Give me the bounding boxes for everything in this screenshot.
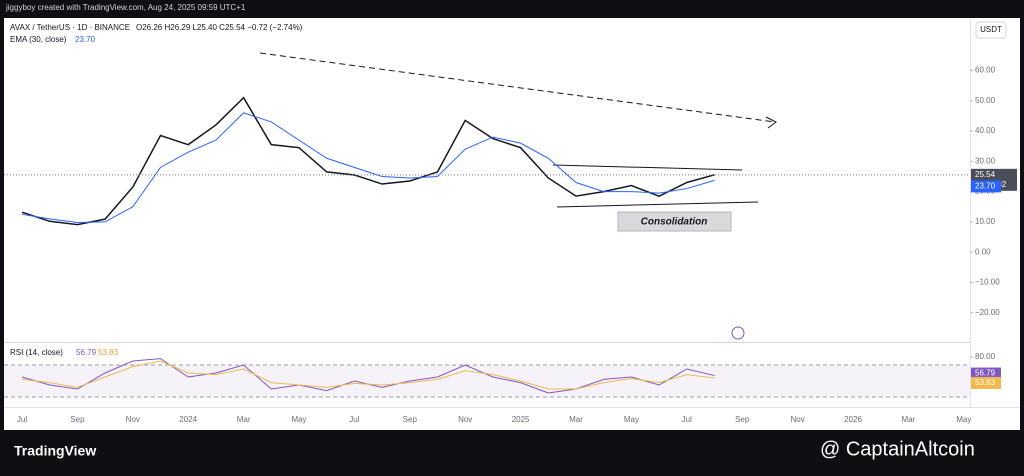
x-tick-label: Nov (458, 415, 472, 424)
last-value-box (971, 180, 1001, 193)
last-value-label: 56.79 (975, 369, 996, 378)
last-value-box (971, 376, 1001, 389)
series-line (21, 112, 715, 223)
ema-legend-value: 23.70 (75, 35, 96, 44)
x-tick-label: Sep (403, 415, 418, 424)
events-icon[interactable] (731, 326, 745, 340)
currency-box (975, 21, 1007, 39)
x-tick-label: 2026 (844, 415, 862, 424)
x-tick-label: Nov (790, 415, 804, 424)
last-value-label: 53.83 (975, 378, 996, 387)
x-tick-label: 2025 (512, 415, 530, 424)
y-tick-label: 0.00 (975, 247, 991, 256)
resistance-trendline (259, 52, 776, 123)
x-tick-label: May (956, 415, 971, 424)
rsi-legend: RSI (14, close) (10, 348, 63, 357)
x-tick-label: 2024 (179, 415, 197, 424)
x-tick-label: Mar (902, 415, 916, 424)
x-tick-label: May (624, 415, 639, 424)
x-tick-label: Nov (126, 415, 140, 424)
consolidation-top (552, 164, 743, 171)
y-tick-label: −20.00 (975, 308, 1000, 317)
y-tick-label: 40.00 (975, 126, 996, 135)
last-value-box (971, 367, 1001, 380)
rsi-band-fill (4, 365, 970, 397)
y-tick-label: 80.00 (975, 352, 996, 361)
x-tick-label: May (291, 415, 306, 424)
ema-legend: EMA (30, close) (10, 35, 67, 44)
y-tick-label: 10.00 (975, 217, 996, 226)
y-tick-label: −10.00 (975, 278, 1000, 287)
y-tick-label: 50.00 (975, 96, 996, 105)
x-tick-label: Sep (70, 415, 85, 424)
y-tick-label: 30.00 (975, 156, 996, 165)
pane-divider (4, 342, 970, 343)
currency: USDT (980, 25, 1002, 34)
rsi-ma-legend-value: 53.83 (98, 348, 119, 357)
x-tick-label: Jul (17, 415, 27, 424)
credit: jiggyboy created with TradingView.com, A… (5, 3, 246, 12)
x-tick-label: Mar (569, 415, 583, 424)
x-tick-label: Sep (735, 415, 750, 424)
brand: TradingView (14, 443, 96, 459)
y-tick-label: 60.00 (975, 66, 996, 75)
watermark: @ CaptainAltcoin (820, 438, 975, 460)
x-tick-label: Jul (682, 415, 692, 424)
x-tick-label: Jul (349, 415, 359, 424)
ohlc: O26.26 H26.29 L25.40 C25.54 −0.72 (−2.74… (136, 23, 303, 32)
series-line (21, 360, 715, 390)
symbol: AVAX / TetherUS · 1D · BINANCE (10, 23, 130, 32)
last-price-label: 25.54 (975, 170, 996, 179)
annotation-box (617, 211, 732, 232)
rsi-legend-value: 56.79 (76, 348, 97, 357)
series-line (21, 96, 715, 226)
time-axis-border (4, 407, 1020, 408)
price-axis-border (970, 18, 971, 408)
consolidation-bottom (556, 201, 759, 208)
arrow-head (765, 116, 777, 129)
annotation: Consolidation (641, 217, 708, 228)
last-value-label: 23.70 (975, 182, 996, 191)
x-tick-label: Mar (237, 415, 251, 424)
